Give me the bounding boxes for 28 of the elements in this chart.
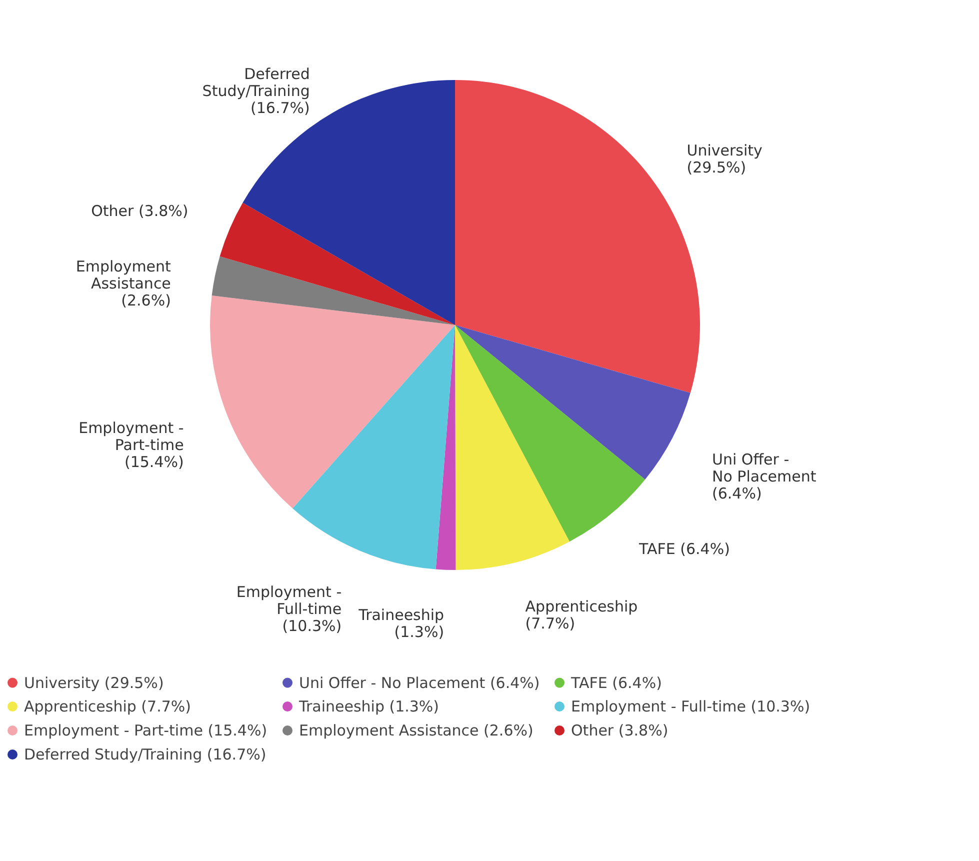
slice-label: Uni Offer - No Placement (6.4%) bbox=[712, 450, 816, 502]
slice-label: University (29.5%) bbox=[686, 142, 763, 177]
pie-slice bbox=[436, 325, 456, 570]
pie-slice bbox=[220, 202, 455, 325]
slice-label: Employment - Part-time (15.4%) bbox=[78, 418, 184, 471]
slice-label: Deferred Study/Training (16.7%) bbox=[202, 64, 310, 117]
legend-label: Employment - Part-time (15.4%) bbox=[24, 722, 268, 740]
pie-slice bbox=[210, 295, 455, 508]
legend-label: Uni Offer - No Placement (6.4%) bbox=[299, 674, 540, 692]
slice-label: Employment - Full-time (10.3%) bbox=[236, 582, 342, 635]
slice-label: Apprenticeship (7.7%) bbox=[525, 597, 638, 632]
legend-label: University (29.5%) bbox=[24, 674, 164, 692]
slice-label: Other (3.8%) bbox=[91, 202, 188, 220]
legend-label: Employment - Full-time (10.3%) bbox=[571, 698, 810, 716]
pie-slice bbox=[455, 325, 570, 570]
legend-label: Apprenticeship (7.7%) bbox=[24, 698, 191, 716]
legend-label: Employment Assistance (2.6%) bbox=[299, 722, 534, 740]
slice-label: Traineeship (1.3%) bbox=[358, 606, 444, 641]
legend-label: Other (3.8%) bbox=[571, 722, 668, 740]
pie-slice bbox=[212, 256, 455, 325]
legend-label: Deferred Study/Training (16.7%) bbox=[24, 746, 266, 764]
pie-slice bbox=[455, 325, 690, 480]
pie-slice bbox=[455, 325, 646, 542]
slice-label: Employment Assistance (2.6%) bbox=[76, 258, 172, 310]
slice-label: TAFE (6.4%) bbox=[638, 540, 730, 558]
legend-label: Traineeship (1.3%) bbox=[298, 698, 440, 716]
pie-slice bbox=[292, 325, 455, 570]
legend-label: TAFE (6.4%) bbox=[570, 674, 662, 692]
